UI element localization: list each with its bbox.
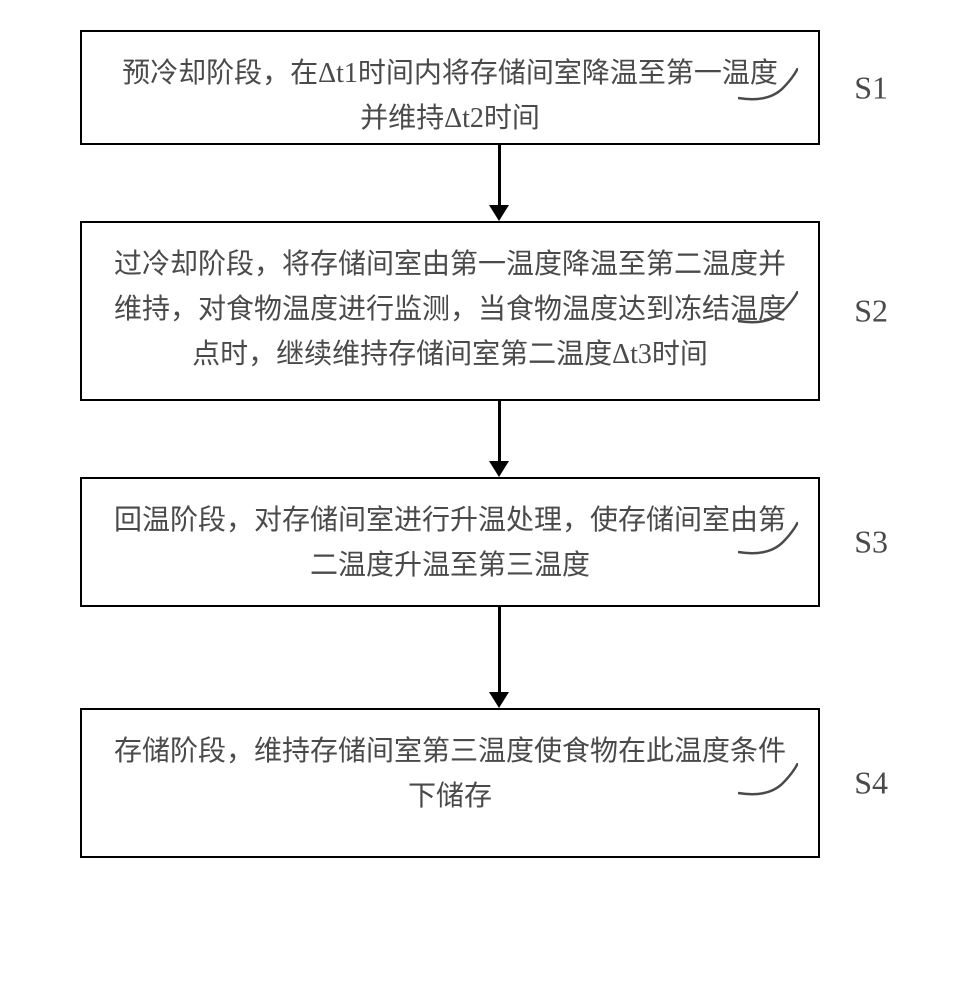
arrow-connector: [129, 145, 869, 221]
step-label: S1: [854, 69, 888, 106]
connector-curve-icon: [738, 291, 798, 331]
step-text: 存储阶段，维持存储间室第三温度使食物在此温度条件下储存: [114, 736, 786, 812]
step-label: S3: [854, 524, 888, 561]
step-box-s4: 存储阶段，维持存储间室第三温度使食物在此温度条件下储存: [80, 708, 820, 858]
arrow-line-icon: [498, 607, 501, 692]
step-container: 预冷却阶段，在Δt1时间内将存储间室降温至第一温度并维持Δt2时间 S1: [50, 30, 918, 145]
arrow-connector: [129, 401, 869, 477]
step-container: 过冷却阶段，将存储间室由第一温度降温至第二温度并维持，对食物温度进行监测，当食物…: [50, 221, 918, 401]
arrow-head-icon: [489, 461, 509, 477]
step-container: 回温阶段，对存储间室进行升温处理，使存储间室由第二温度升温至第三温度 S3: [50, 477, 918, 607]
step-box-s1: 预冷却阶段，在Δt1时间内将存储间室降温至第一温度并维持Δt2时间: [80, 30, 820, 145]
step-box-s3: 回温阶段，对存储间室进行升温处理，使存储间室由第二温度升温至第三温度: [80, 477, 820, 607]
connector-curve-icon: [738, 763, 798, 803]
flowchart-container: 预冷却阶段，在Δt1时间内将存储间室降温至第一温度并维持Δt2时间 S1 过冷却…: [50, 30, 918, 858]
step-box-s2: 过冷却阶段，将存储间室由第一温度降温至第二温度并维持，对食物温度进行监测，当食物…: [80, 221, 820, 401]
connector-curve-icon: [738, 68, 798, 108]
arrow-head-icon: [489, 692, 509, 708]
arrow-connector: [129, 607, 869, 708]
step-text: 回温阶段，对存储间室进行升温处理，使存储间室由第二温度升温至第三温度: [114, 505, 786, 581]
arrow-line-icon: [498, 145, 501, 205]
step-label: S2: [854, 293, 888, 330]
step-label: S4: [854, 765, 888, 802]
step-text: 过冷却阶段，将存储间室由第一温度降温至第二温度并维持，对食物温度进行监测，当食物…: [114, 249, 786, 370]
arrow-head-icon: [489, 205, 509, 221]
step-text: 预冷却阶段，在Δt1时间内将存储间室降温至第一温度并维持Δt2时间: [122, 58, 778, 134]
arrow-line-icon: [498, 401, 501, 461]
connector-curve-icon: [738, 522, 798, 562]
step-container: 存储阶段，维持存储间室第三温度使食物在此温度条件下储存 S4: [50, 708, 918, 858]
